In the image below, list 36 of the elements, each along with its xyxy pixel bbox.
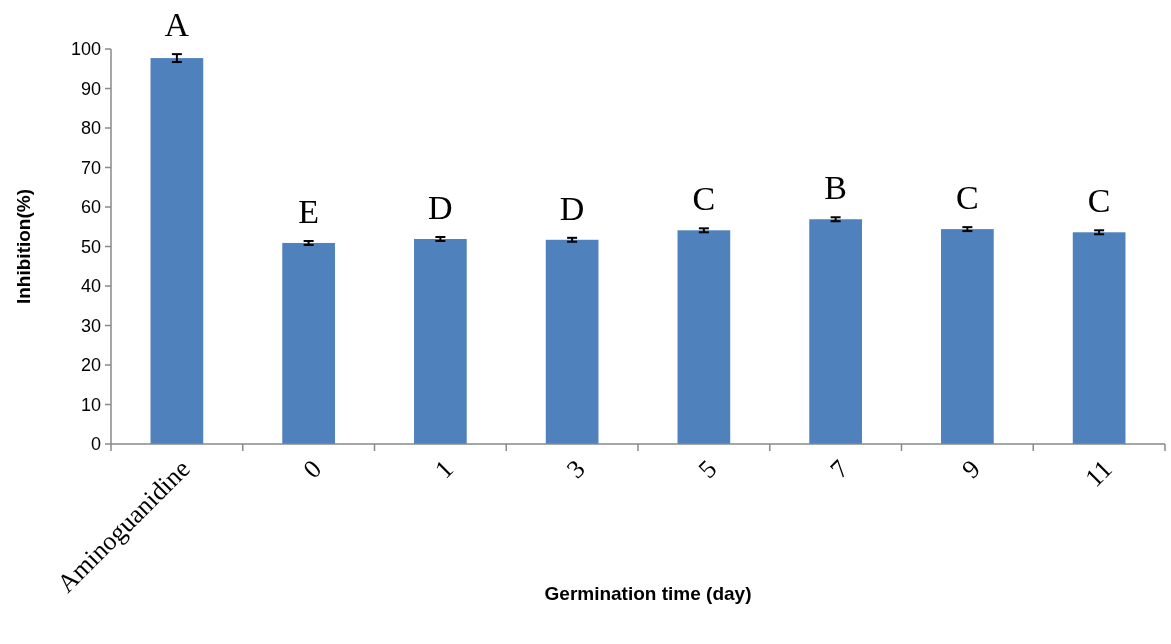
y-tick-label: 10 <box>80 394 101 415</box>
x-tick-label: 9 <box>956 454 987 484</box>
y-tick-label: 60 <box>80 197 101 218</box>
x-tick-label: 7 <box>824 454 855 484</box>
annotation: B <box>824 169 847 207</box>
bar <box>809 219 862 444</box>
y-tick-label: 80 <box>80 118 101 139</box>
y-tick-label: 30 <box>80 315 101 336</box>
x-tick-label: 5 <box>692 454 723 484</box>
annotation: C <box>1087 182 1111 220</box>
y-tick-label: 20 <box>80 355 101 376</box>
y-tick-label: 40 <box>80 276 101 297</box>
annotation: D <box>559 189 585 227</box>
bar <box>414 239 467 444</box>
y-tick-label: 70 <box>80 157 101 178</box>
bar <box>150 58 204 444</box>
bar <box>282 242 335 444</box>
bar <box>941 229 994 444</box>
annotation: E <box>298 192 320 230</box>
y-axis-title: Inhibition(%) <box>13 188 34 305</box>
annotation: C <box>956 179 979 217</box>
y-tick-label: 0 <box>90 434 101 455</box>
x-tick-label: 0 <box>297 454 328 484</box>
bar <box>677 230 731 444</box>
y-tick-label: 90 <box>80 78 101 99</box>
bar <box>1072 232 1126 444</box>
x-tick-label: 3 <box>561 454 591 484</box>
annotation: D <box>428 189 453 227</box>
x-tick-label: 11 <box>1079 454 1118 493</box>
x-tick-label: 1 <box>429 454 460 484</box>
annotation: A <box>164 6 190 44</box>
x-axis-title: Germination time (day) <box>544 583 752 604</box>
y-tick-label: 50 <box>80 236 101 257</box>
y-tick-label: 100 <box>70 39 101 60</box>
annotation: C <box>692 180 716 218</box>
bar <box>545 239 599 444</box>
